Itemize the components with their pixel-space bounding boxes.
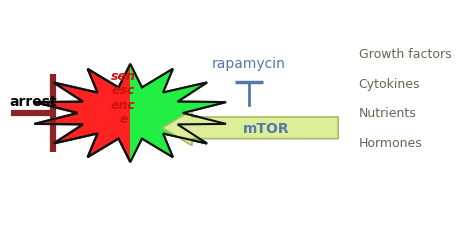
Text: Hormones: Hormones [359, 136, 422, 150]
Text: sen
esc
enc
e: sen esc enc e [111, 69, 136, 126]
Polygon shape [34, 65, 226, 162]
Text: Cytokines: Cytokines [359, 77, 420, 91]
Text: Nutrients: Nutrients [359, 107, 416, 120]
FancyArrow shape [162, 111, 338, 146]
Text: Growth factors: Growth factors [359, 48, 452, 61]
Text: mTOR: mTOR [243, 121, 290, 135]
Text: rapamycin: rapamycin [212, 57, 286, 70]
Polygon shape [34, 65, 226, 162]
Text: arrest: arrest [9, 95, 57, 109]
